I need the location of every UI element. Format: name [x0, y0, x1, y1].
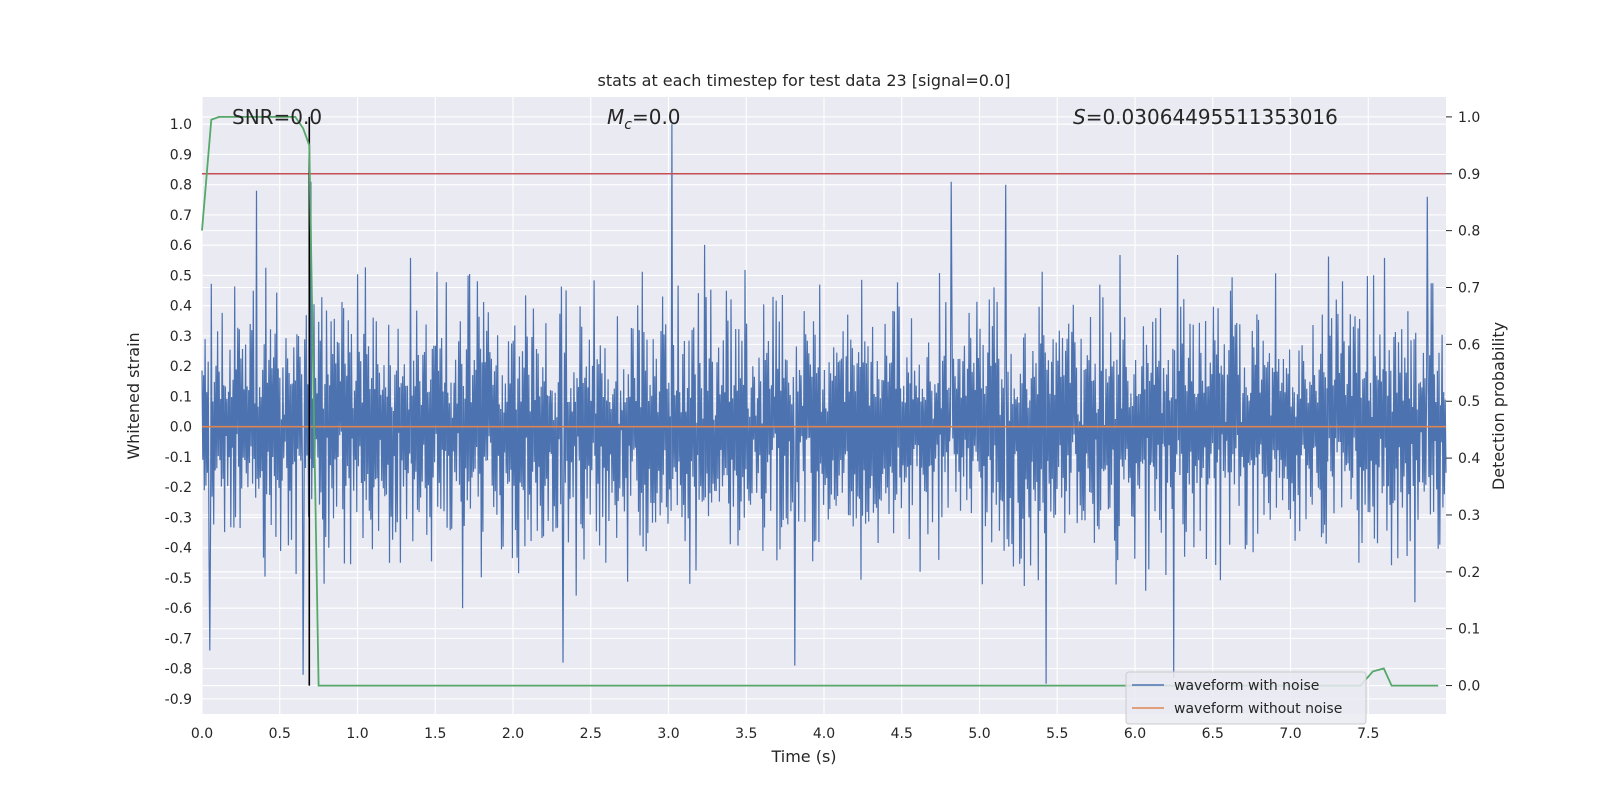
x-tick-label: 6.0 [1124, 726, 1146, 742]
x-tick-label: 5.0 [968, 726, 990, 742]
y-tick-label: 0.4 [170, 299, 192, 315]
y2-tick-label: 0.2 [1458, 565, 1480, 581]
x-tick-label: 5.5 [1046, 726, 1068, 742]
legend-label-noise: waveform with noise [1174, 678, 1319, 694]
y-tick-label: 1.0 [170, 117, 192, 133]
snr-annotation: SNR=0.0 [232, 105, 322, 129]
x-tick-label: 3.5 [735, 726, 757, 742]
y-tick-label: -0.5 [165, 571, 192, 587]
y-tick-label: -0.6 [165, 601, 192, 617]
x-tick-label: 7.0 [1279, 726, 1301, 742]
y-tick-label: 0.0 [170, 420, 192, 436]
x-tick-label: 4.0 [813, 726, 835, 742]
y-tick-label: 0.1 [170, 389, 192, 405]
probability-line [201, 116, 1439, 687]
y-tick-label: -0.9 [165, 692, 192, 708]
score-annotation: S=0.03064495511353016 [1073, 105, 1338, 129]
legend-box [1125, 671, 1367, 725]
x-tick-label: 1.0 [346, 726, 368, 742]
y-tick-label: 0.9 [170, 147, 192, 163]
y2-tick-label: 1.0 [1458, 110, 1480, 126]
x-tick-label: 3.0 [657, 726, 679, 742]
x-tick-label: 7.5 [1357, 726, 1379, 742]
y-tick-label: 0.3 [170, 329, 192, 345]
y-tick-label: -0.7 [165, 631, 192, 647]
chirp-mass-value: =0.0 [632, 105, 681, 129]
y-tick-label: -0.1 [165, 450, 192, 466]
y2-axis-label: Detection probability [1489, 322, 1508, 490]
y2-axis-ticks: 1.0 0.9 0.8 0.7 0.6 0.5 0.4 0.3 0.2 0.1 0.0 [1446, 110, 1480, 695]
y-tick-label: -0.2 [165, 480, 192, 496]
y-axis-ticks: 1.0 0.9 0.8 0.7 0.6 0.5 0.4 0.3 0.2 0.1 0.0 -0.1 -0.… [165, 117, 192, 708]
x-tick-label: 4.5 [891, 726, 913, 742]
x-tick-label: 0.5 [269, 726, 291, 742]
series-waveform-with-noise [201, 124, 1447, 684]
legend-label-clean: waveform without noise [1174, 701, 1342, 717]
y2-tick-label: 0.7 [1458, 281, 1480, 297]
y-axis-label: Whitened strain [124, 332, 143, 459]
y2-tick-label: 0.9 [1458, 167, 1480, 183]
y2-tick-label: 0.6 [1458, 337, 1480, 353]
x-tick-label: 2.0 [502, 726, 524, 742]
x-axis-label: Time (s) [770, 747, 836, 766]
y2-tick-label: 0.5 [1458, 394, 1480, 410]
y2-tick-label: 0.8 [1458, 224, 1480, 240]
chirp-mass-annotation: Mc=0.0 [607, 105, 681, 133]
score-symbol: S [1073, 105, 1086, 129]
x-tick-label: 6.5 [1202, 726, 1224, 742]
y-tick-label: 0.6 [170, 238, 192, 254]
x-tick-label: 2.5 [580, 726, 602, 742]
series-detection-probability [201, 116, 1439, 687]
y-tick-label: 0.7 [170, 208, 192, 224]
x-tick-label: 1.5 [424, 726, 446, 742]
x-tick-label: 0.0 [191, 726, 213, 742]
y-tick-label: 0.5 [170, 268, 192, 284]
chart-title: stats at each timestep for test data 23 … [598, 71, 1011, 90]
noise-waveform-line [201, 124, 1447, 684]
y-tick-label: 0.8 [170, 178, 192, 194]
y-tick-label: -0.8 [165, 662, 192, 678]
y2-tick-label: 0.0 [1458, 679, 1480, 695]
chirp-mass-symbol: M [607, 105, 624, 129]
y2-tick-label: 0.3 [1458, 508, 1480, 524]
y2-tick-label: 0.1 [1458, 622, 1480, 638]
y2-tick-label: 0.4 [1458, 451, 1480, 467]
score-value: =0.03064495511353016 [1086, 105, 1338, 129]
y-tick-label: -0.3 [165, 510, 192, 526]
y-tick-label: 0.2 [170, 359, 192, 375]
y-tick-label: -0.4 [165, 541, 192, 557]
x-axis-ticks: 0.0 0.5 1.0 1.5 2.0 2.5 3.0 3.5 4.0 4.5 5.0 5.5 6.0 6… [191, 726, 1380, 742]
chirp-mass-subscript: c [624, 117, 632, 133]
legend: waveform with noise waveform without noi… [1125, 671, 1367, 725]
